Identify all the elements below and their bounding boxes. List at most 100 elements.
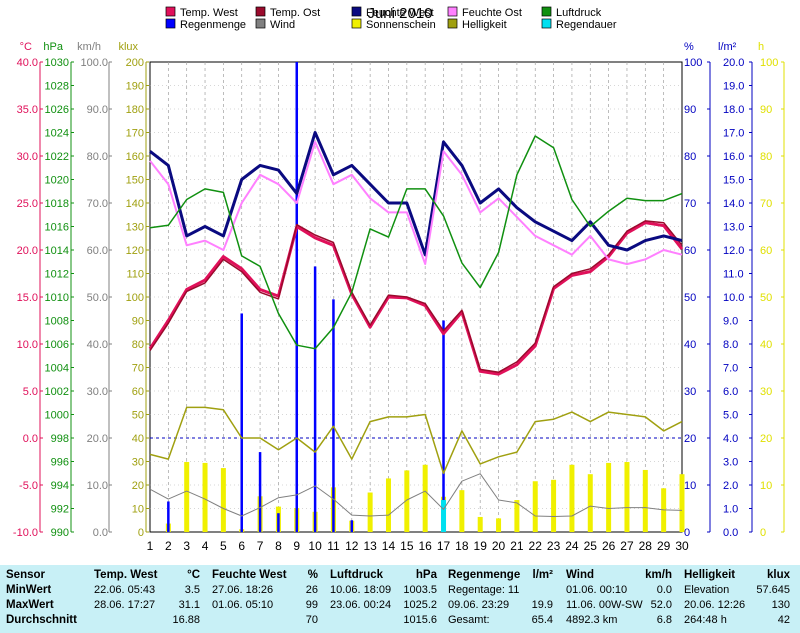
pressure-axis-tick-label: 1002 (45, 386, 69, 398)
pressure-axis-tick-label: 1030 (45, 57, 69, 69)
stats-humidity-max-time: 01.06. 05:10 (212, 599, 274, 611)
bar-regenmenge (258, 452, 262, 532)
bar-sonnenschein (642, 469, 648, 532)
bar-regenmenge (277, 513, 280, 532)
lux-axis-tick-label: 30 (132, 457, 144, 469)
bar-sonnenschein (587, 474, 593, 532)
pressure-axis-tick-label: 1026 (45, 104, 69, 116)
stats-pressure-average: 1015.6 (403, 614, 437, 626)
legend-swatch (541, 6, 552, 17)
lux-axis-tick-label: 60 (132, 386, 144, 398)
sun-axis-tick-label: 0 (760, 527, 766, 539)
stats-pressure-min-time: 10.06. 18:09 (330, 584, 392, 596)
legend-label: Feuchte West (366, 7, 434, 19)
lux-axis-tick-label: 190 (126, 81, 144, 93)
lux-axis-tick-label: 90 (132, 316, 144, 328)
x-tick-label: 4 (202, 539, 209, 553)
bar-sonnenschein (184, 461, 190, 532)
bar-sonnenschein (624, 461, 630, 532)
temp-axis-tick-label: -5.0 (19, 480, 38, 492)
stats-temp-unit: °C (187, 569, 200, 581)
stats-lux-average: 42 (777, 614, 790, 626)
lux-axis-tick-label: 70 (132, 363, 144, 375)
pressure-axis-tick-label: 1016 (45, 222, 69, 234)
x-tick-label: 18 (455, 539, 469, 553)
sun-axis-tick-label: 30 (760, 386, 772, 398)
temp-axis-tick-label: 35.0 (17, 104, 38, 116)
stats-row-min-label: MinWert (6, 584, 52, 596)
lux-axis-tick-label: 140 (126, 198, 144, 210)
rain-axis-tick-label: 9.0 (723, 316, 738, 328)
sun-axis-tick-label: 50 (760, 292, 772, 304)
x-tick-label: 24 (565, 539, 579, 553)
stats-rain-max-time: 09.06. 23:29 (448, 599, 510, 611)
legend-label: Temp. Ost (270, 7, 320, 19)
stats-lux-column: Helligkeit klux Elevation 57.645 20.06. 12… (684, 568, 790, 632)
stats-temp-max-value: 31.1 (178, 599, 200, 611)
rain-axis-tick-label: 19.0 (723, 81, 744, 93)
stats-sensor-column: Sensor MinWert MaxWert Durchschnitt (6, 568, 86, 632)
temp-axis-tick-label: 10.0 (17, 339, 38, 351)
x-tick-label: 11 (327, 539, 340, 553)
bar-regenmenge (313, 266, 317, 532)
temp-axis-unit: °C (20, 41, 32, 53)
legend-swatch (351, 6, 362, 17)
legend-swatch (255, 6, 266, 17)
stats-pressure-column: Luftdruck hPa 10.06. 18:09 1003.5 23.06. 0… (330, 568, 437, 632)
legend-label: Helligkeit (462, 19, 507, 31)
weather-chart: Juni 2010 °C 40.0 35.0 30.0 25.0 20.0 15.0 10.0… (13, 5, 785, 553)
rain-axis-tick-label: 8.0 (723, 339, 738, 351)
pressure-axis-tick-label: 1000 (45, 410, 69, 422)
x-tick-label: 6 (238, 539, 245, 553)
wind-axis-unit: km/h (77, 41, 101, 53)
pressure-axis-tick-label: 1028 (45, 81, 69, 93)
lux-axis-tick-label: 100 (126, 292, 144, 304)
temp-axis-tick-label: 30.0 (17, 151, 38, 163)
bar-sonnenschein (532, 481, 538, 532)
x-tick-label: 1 (147, 539, 154, 553)
stats-humidity-unit: % (307, 569, 318, 581)
stats-rain-total-label: Gesamt: (448, 614, 490, 626)
stats-humidity-min-time: 27.06. 18:26 (212, 584, 274, 596)
sun-axis-tick-label: 10 (760, 480, 772, 492)
lux-axis-tick-label: 170 (126, 128, 144, 140)
sun-axis-tick-label: 100 (760, 57, 778, 69)
legend-swatch (351, 18, 362, 29)
pressure-axis-tick-label: 1020 (45, 175, 69, 187)
bar-regenmenge (442, 320, 445, 532)
bar-sonnenschein (514, 500, 520, 532)
rain-axis-tick-label: 12.0 (723, 245, 744, 257)
rain-axis-tick-label: 7.0 (723, 363, 738, 375)
stats-humidity-title: Feuchte West (212, 569, 287, 581)
stats-wind-min-value: 0.0 (656, 584, 672, 596)
wind-axis-tick-label: 100.0 (80, 57, 108, 69)
stats-pressure-min-value: 1003.5 (403, 584, 437, 596)
stats-humidity-max-value: 99 (305, 599, 318, 611)
series-line-temp-west (148, 221, 684, 376)
temp-axis-tick-label: 40.0 (17, 57, 38, 69)
x-tick-label: 26 (602, 539, 616, 553)
x-tick-label: 2 (165, 539, 172, 553)
bar-sonnenschein (679, 474, 685, 532)
humidity-axis-tick-label: 0 (684, 527, 690, 539)
x-tick-label: 16 (418, 539, 432, 553)
sun-axis-tick-label: 90 (760, 104, 772, 116)
series-line-feuchte-ost (149, 140, 683, 266)
stats-wind-distance: 4892.3 km (566, 614, 618, 626)
pressure-axis-tick-label: 992 (51, 504, 69, 516)
legend-swatch (447, 18, 458, 29)
bar-sonnenschein (477, 516, 483, 532)
bar-sonnenschein (606, 462, 612, 532)
rain-axis-tick-label: 5.0 (723, 410, 738, 422)
lux-axis-tick-label: 150 (126, 175, 144, 187)
stats-rain-column: Regenmenge l/m² Regentage: 11 09.06. 23:2… (448, 568, 553, 632)
rain-axis-tick-label: 18.0 (723, 104, 744, 116)
rain-axis-tick-label: 4.0 (723, 433, 738, 445)
rain-axis-tick-label: 1.0 (723, 504, 738, 516)
humidity-axis-tick-label: 50 (684, 292, 696, 304)
lux-axis-tick-label: 110 (126, 269, 144, 281)
rain-axis-tick-label: 10.0 (723, 292, 744, 304)
stats-pressure-max-time: 23.06. 00:24 (330, 599, 392, 611)
pressure-axis-tick-label: 1022 (45, 151, 69, 163)
rain-axis-tick-label: 14.0 (723, 198, 744, 210)
